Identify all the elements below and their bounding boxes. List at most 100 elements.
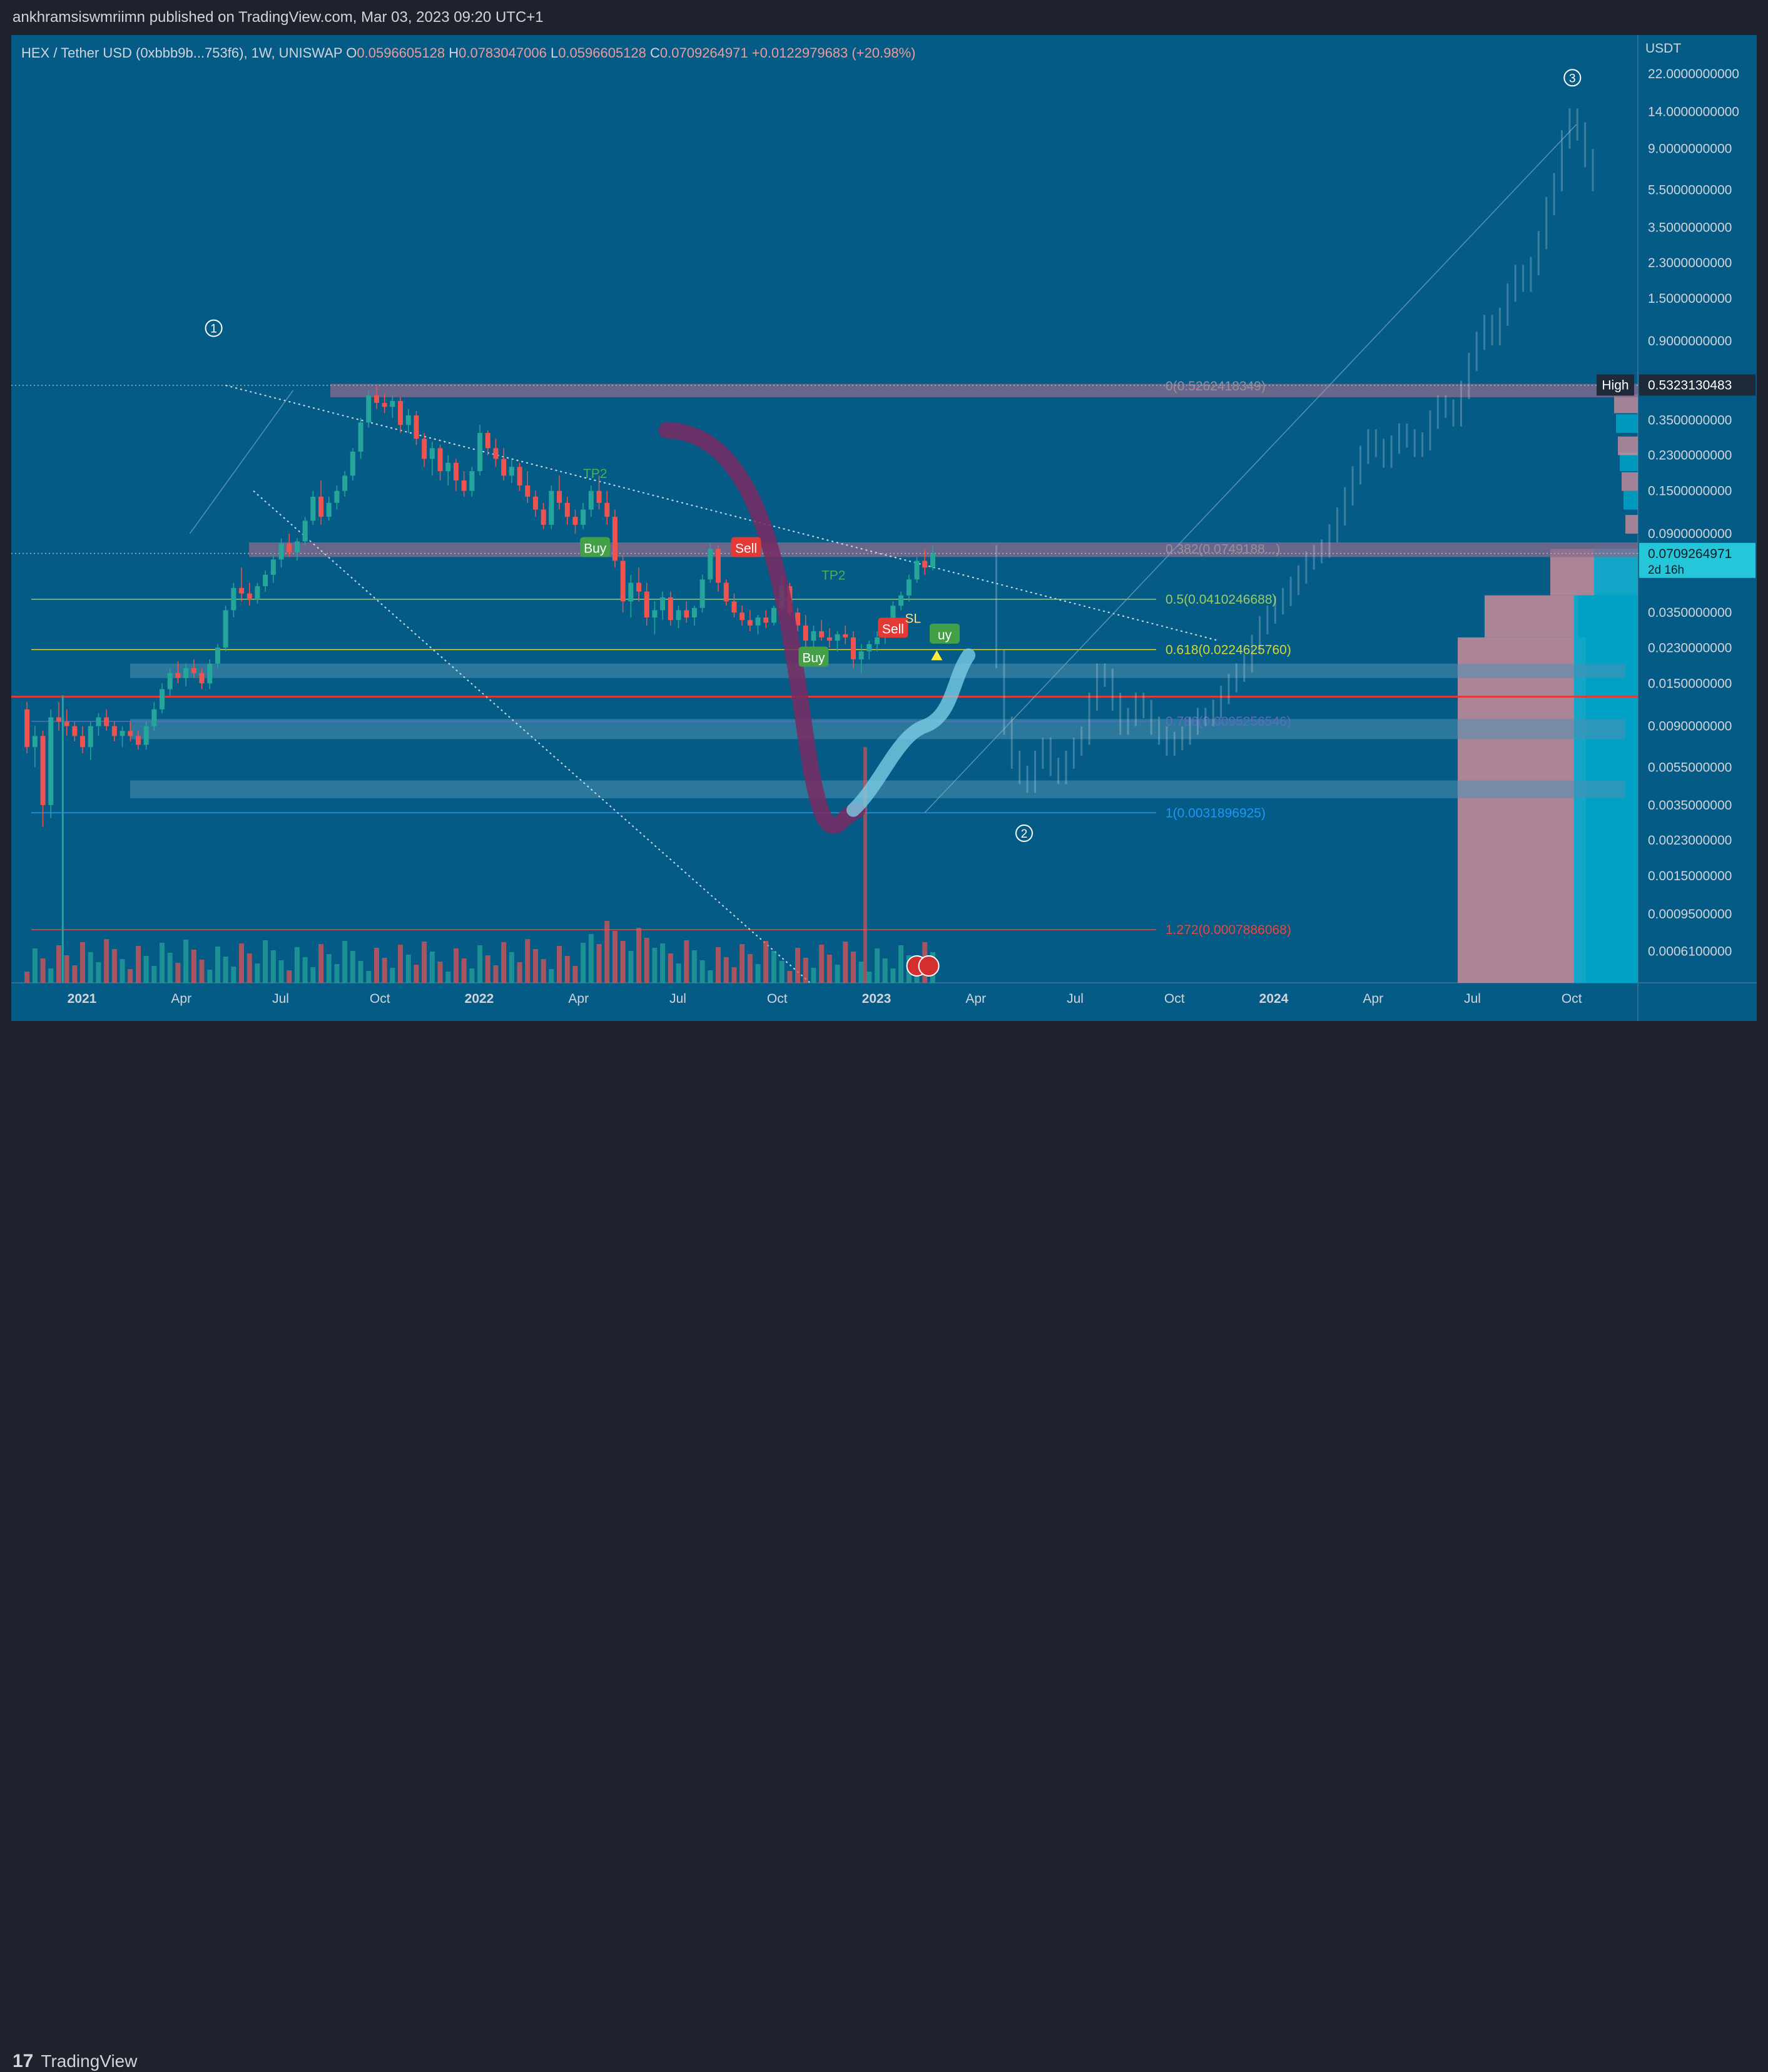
candle-body (405, 415, 411, 425)
wave-label: 1 (210, 323, 217, 336)
candle-body (199, 673, 205, 684)
candle-body (390, 400, 395, 407)
candle-body (771, 607, 776, 623)
wave-circle-icon (205, 319, 223, 337)
candle-body (422, 439, 427, 459)
candle-body (135, 736, 141, 745)
candle-body (819, 631, 825, 637)
candle-body (270, 559, 276, 575)
fib-label: 0.618(0.0224625760) (1166, 642, 1291, 657)
volume-bar (890, 968, 896, 983)
candle-body (398, 400, 404, 425)
volume-bar (215, 947, 220, 983)
volume-profile-bar (1616, 414, 1638, 434)
candle-body (40, 736, 46, 805)
volume-bar (517, 962, 522, 983)
volume-bar (898, 945, 904, 983)
price-axis-label: 0.0350000000 (1648, 606, 1732, 620)
bottom-bar: 17 TradingView (0, 1021, 1768, 2071)
candle-body (318, 496, 324, 517)
volume-bar (445, 972, 451, 983)
candle-body (501, 459, 507, 476)
volume-bar (811, 968, 816, 983)
time-axis-label: Jul (272, 992, 289, 1006)
candle-body (167, 673, 173, 689)
fib-label: 0.786(0.0095256546) (1166, 714, 1291, 729)
volume-bar (104, 939, 109, 983)
volume-bar (255, 963, 260, 983)
candle-body (56, 717, 61, 722)
candle-body (739, 612, 745, 621)
tradingview-brand[interactable]: 17 TradingView (13, 2051, 137, 2072)
candle-body (723, 582, 729, 602)
volume-bar (525, 939, 531, 983)
candle-body (755, 617, 761, 626)
volume-bar (676, 963, 681, 983)
volume-profile-bar (1622, 472, 1638, 491)
time-axis-label: 2021 (68, 992, 97, 1006)
candle-body (414, 415, 419, 439)
candle-body (914, 561, 920, 580)
candle-body (231, 587, 236, 611)
volume-bar (111, 949, 117, 983)
candle-body (128, 731, 133, 736)
time-axis-label: Apr (1363, 992, 1383, 1006)
signal-badge-buy (798, 646, 829, 667)
candle-body (850, 637, 856, 659)
price-axis-label: 0.0230000000 (1648, 641, 1732, 655)
volume-bar (128, 969, 133, 983)
volume-bar (405, 955, 411, 983)
volume-bar (231, 967, 236, 983)
legend-part: H (449, 45, 459, 61)
candle-body (875, 637, 880, 644)
price-axis-label: 14.0000000000 (1648, 104, 1739, 119)
candle-body (302, 521, 308, 542)
candle-body (644, 591, 649, 618)
candle-body (429, 448, 435, 459)
volume-bar (342, 941, 348, 983)
price-axis-label: 9.0000000000 (1648, 142, 1732, 156)
candle-body (835, 634, 840, 641)
candle-body (930, 553, 935, 568)
volume-profile-bar (1614, 394, 1638, 414)
candle-body (294, 541, 300, 552)
candle-body (493, 448, 499, 459)
candle-body (358, 422, 363, 452)
fib-label: 1(0.0031896925) (1166, 806, 1266, 820)
price-axis-label: 0.9000000000 (1648, 334, 1732, 348)
candle-body (382, 402, 387, 407)
volume-bar (373, 948, 379, 983)
volume-bar (564, 956, 570, 983)
candle-body (191, 668, 196, 673)
legend-part: 0.0783047006 (459, 45, 551, 61)
price-axis-label: 0.0090000000 (1648, 719, 1732, 734)
candle-body (628, 582, 634, 602)
volume-bar (708, 970, 713, 983)
volume-bar (382, 958, 387, 983)
volume-profile-pink (1458, 637, 1586, 983)
volume-bar (628, 951, 634, 983)
volume-bar (858, 962, 864, 983)
signal-badge-sell (878, 617, 908, 638)
candle-body (763, 617, 769, 623)
volume-bar (302, 957, 308, 983)
candle-body (612, 517, 617, 561)
price-chart[interactable]: HEX / Tether USD (0xbbb9b...753f6), 1W, … (11, 35, 1757, 1021)
candle-body (255, 586, 260, 600)
time-axis-label: Jul (1464, 992, 1481, 1006)
up-path-arrow (846, 648, 976, 817)
volume-bar (866, 972, 872, 983)
volume-bar (699, 960, 705, 983)
volume-bar (453, 948, 459, 983)
candle-body (866, 644, 872, 652)
candle-body (699, 579, 705, 608)
volume-bar (501, 942, 507, 983)
volume-bar (223, 957, 228, 983)
price-axis-label: 0.0009500000 (1648, 907, 1732, 922)
candle-body (366, 395, 372, 423)
candle-body (437, 448, 443, 472)
candle-body (223, 610, 228, 648)
us-flag-icon (918, 955, 940, 977)
volume-bar (135, 946, 141, 983)
high-price-value: 0.5323130483 (1648, 378, 1732, 392)
